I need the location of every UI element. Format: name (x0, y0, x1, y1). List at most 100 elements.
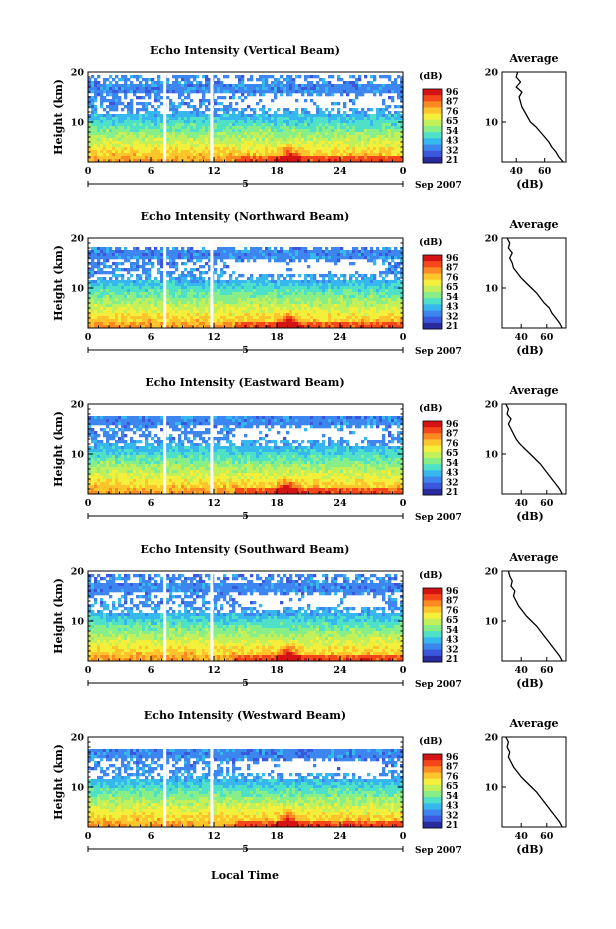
heatmap-cell (112, 289, 116, 293)
heatmap-cell (247, 256, 251, 260)
heatmap-cell (142, 322, 146, 326)
heatmap-cell (280, 156, 284, 160)
heatmap-cell (319, 310, 323, 314)
heatmap-cell (289, 253, 293, 257)
heatmap-cell (388, 292, 392, 296)
heatmap-cell (271, 256, 275, 260)
x-tick-label: 18 (270, 166, 284, 177)
heatmap-cell (127, 298, 131, 302)
heatmap-cell (289, 295, 293, 299)
heatmap-cell (277, 144, 281, 148)
heatmap-cell (154, 132, 158, 136)
heatmap-cell (364, 253, 368, 257)
heatmap-cell (244, 298, 248, 302)
heatmap-cell (268, 114, 272, 118)
heatmap-cell (376, 322, 380, 326)
heatmap-cell (349, 132, 353, 136)
heatmap-cell (157, 283, 161, 287)
heatmap-cell (193, 126, 197, 130)
heatmap-cell (205, 280, 209, 284)
heatmap-cell (337, 138, 341, 142)
heatmap-cell (226, 289, 230, 293)
heatmap-cell (373, 310, 377, 314)
heatmap-cell (310, 253, 314, 257)
heatmap-cell (370, 292, 374, 296)
heatmap-cell (235, 117, 239, 121)
heatmap-cell (355, 90, 359, 94)
heatmap-cell (352, 147, 356, 151)
heatmap-cell (337, 259, 341, 263)
heatmap-cell (115, 144, 119, 148)
heatmap-cell (139, 289, 143, 293)
heatmap-cell (322, 138, 326, 142)
heatmap-cell (313, 126, 317, 130)
heatmap-cell (178, 286, 182, 290)
heatmap-cell (340, 247, 344, 251)
heatmap-cell (295, 247, 299, 251)
heatmap-cell (100, 301, 104, 305)
heatmap-cell (121, 78, 125, 82)
heatmap-cell (382, 114, 386, 118)
heatmap-cell (244, 253, 248, 257)
heatmap-cell (319, 159, 323, 163)
heatmap-cell (388, 256, 392, 260)
heatmap-cell (190, 117, 194, 121)
heatmap-cell (307, 250, 311, 254)
heatmap-cell (157, 153, 161, 157)
heatmap-cell (226, 150, 230, 154)
heatmap-cell (292, 310, 296, 314)
heatmap-cell (109, 144, 113, 148)
heatmap-cell (217, 114, 221, 118)
heatmap-cell (385, 280, 389, 284)
heatmap-cell (259, 313, 263, 317)
heatmap-cell (322, 144, 326, 148)
heatmap-cell (385, 322, 389, 326)
heatmap-cell (169, 250, 173, 254)
heatmap-cell (109, 141, 113, 145)
heatmap-cell (112, 126, 116, 130)
heatmap-cell (289, 274, 293, 278)
heatmap-cell (145, 289, 149, 293)
heatmap-cell (397, 87, 401, 91)
heatmap-cell (274, 93, 278, 97)
heatmap-cell (127, 138, 131, 142)
heatmap-cell (322, 301, 326, 305)
heatmap-cell (259, 135, 263, 139)
heatmap-cell (328, 289, 332, 293)
heatmap-cell (265, 123, 269, 127)
heatmap-cell (121, 123, 125, 127)
heatmap-cell (268, 135, 272, 139)
heatmap-cell (193, 147, 197, 151)
heatmap-cell (160, 304, 164, 308)
heatmap-cell (151, 123, 155, 127)
heatmap-cell (328, 153, 332, 157)
heatmap-cell (166, 271, 170, 275)
heatmap-cell (235, 123, 239, 127)
heatmap-cell (199, 129, 203, 133)
heatmap-cell (340, 256, 344, 260)
heatmap-cell (97, 250, 101, 254)
heatmap-cell (223, 156, 227, 160)
heatmap-cell (130, 301, 134, 305)
heatmap-cell (280, 87, 284, 91)
heatmap-cell (136, 259, 140, 263)
heatmap-cell (139, 120, 143, 124)
heatmap-cell (214, 81, 218, 85)
heatmap-cell (196, 147, 200, 151)
heatmap-cell (397, 283, 401, 287)
heatmap-cell (385, 292, 389, 296)
heatmap-cell (196, 286, 200, 290)
heatmap-cell (238, 274, 242, 278)
heatmap-cell (250, 144, 254, 148)
heatmap-cell (115, 256, 119, 260)
heatmap-cell (241, 322, 245, 326)
heatmap-cell (109, 307, 113, 311)
heatmap-cell (226, 123, 230, 127)
heatmap-cell (217, 90, 221, 94)
heatmap-cell (115, 141, 119, 145)
heatmap-cell (256, 117, 260, 121)
heatmap-cell (226, 313, 230, 317)
heatmap-cell (289, 298, 293, 302)
heatmap-cell (229, 250, 233, 254)
heatmap-cell (304, 253, 308, 257)
